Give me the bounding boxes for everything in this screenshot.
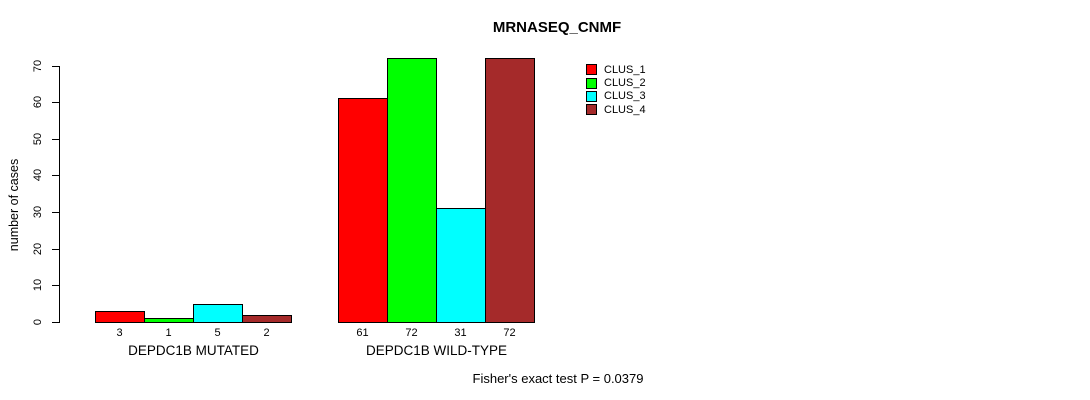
chart-title: MRNASEQ_CNMF [492, 19, 622, 36]
y-axis-tick [52, 102, 59, 103]
bar-clus_1-depdc1b-wild-type [338, 98, 388, 323]
bar-clus_4-depdc1b-mutated [242, 315, 292, 323]
y-axis-tick-label: 70 [32, 59, 44, 73]
legend-swatch-clus_4 [586, 104, 597, 116]
bar-clus_2-depdc1b-mutated [144, 318, 194, 323]
bar-clus_3-depdc1b-mutated [193, 304, 243, 323]
y-axis-tick [52, 212, 59, 213]
group-label-depdc1b-wild-type: DEPDC1B WILD-TYPE [365, 343, 508, 358]
bar-value-label: 72 [405, 327, 418, 339]
y-axis-tick [52, 175, 59, 176]
bar-clus_2-depdc1b-wild-type [387, 58, 437, 323]
legend-swatch-clus_1 [586, 64, 597, 76]
y-axis-tick [52, 285, 59, 286]
y-axis-tick [52, 66, 59, 67]
y-axis-label: number of cases [7, 158, 21, 252]
bar-clus_1-depdc1b-mutated [95, 311, 145, 323]
y-axis-tick-label: 40 [32, 168, 44, 182]
legend-item-clus_1: CLUS_1 [586, 63, 646, 76]
bar-value-label: 5 [214, 327, 221, 339]
legend-label: CLUS_2 [604, 77, 646, 90]
bar-clus_4-depdc1b-wild-type [485, 58, 535, 323]
y-axis-tick-label: 60 [32, 95, 44, 109]
y-axis-line [59, 66, 60, 323]
legend-item-clus_2: CLUS_2 [586, 76, 646, 89]
legend-label: CLUS_4 [604, 103, 646, 116]
y-axis-tick-label: 50 [32, 132, 44, 146]
bar-value-label: 1 [165, 327, 172, 339]
bar-value-label: 72 [503, 327, 516, 339]
fisher-test-annotation: Fisher's exact test P = 0.0379 [472, 371, 644, 386]
y-axis-tick-label: 30 [32, 205, 44, 219]
legend-swatch-clus_2 [586, 77, 597, 89]
group-label-depdc1b-mutated: DEPDC1B MUTATED [128, 343, 259, 358]
y-axis-tick-label: 20 [32, 242, 44, 256]
y-axis-tick-label: 0 [32, 318, 44, 326]
y-axis-tick [52, 322, 59, 323]
legend-swatch-clus_3 [586, 90, 597, 102]
legend-item-clus_3: CLUS_3 [586, 90, 646, 103]
y-axis-tick-label: 10 [32, 278, 44, 292]
bar-value-label: 2 [263, 327, 270, 339]
legend-label: CLUS_1 [604, 63, 646, 76]
legend-label: CLUS_3 [604, 90, 646, 103]
y-axis-tick [52, 139, 59, 140]
bar-value-label: 3 [116, 327, 123, 339]
legend-item-clus_4: CLUS_4 [586, 103, 646, 116]
y-axis-tick [52, 249, 59, 250]
legend: CLUS_1 CLUS_2 CLUS_3 CLUS_4 [586, 63, 646, 117]
bar-clus_3-depdc1b-wild-type [436, 208, 486, 323]
bar-value-label: 61 [356, 327, 369, 339]
bar-value-label: 31 [454, 327, 467, 339]
